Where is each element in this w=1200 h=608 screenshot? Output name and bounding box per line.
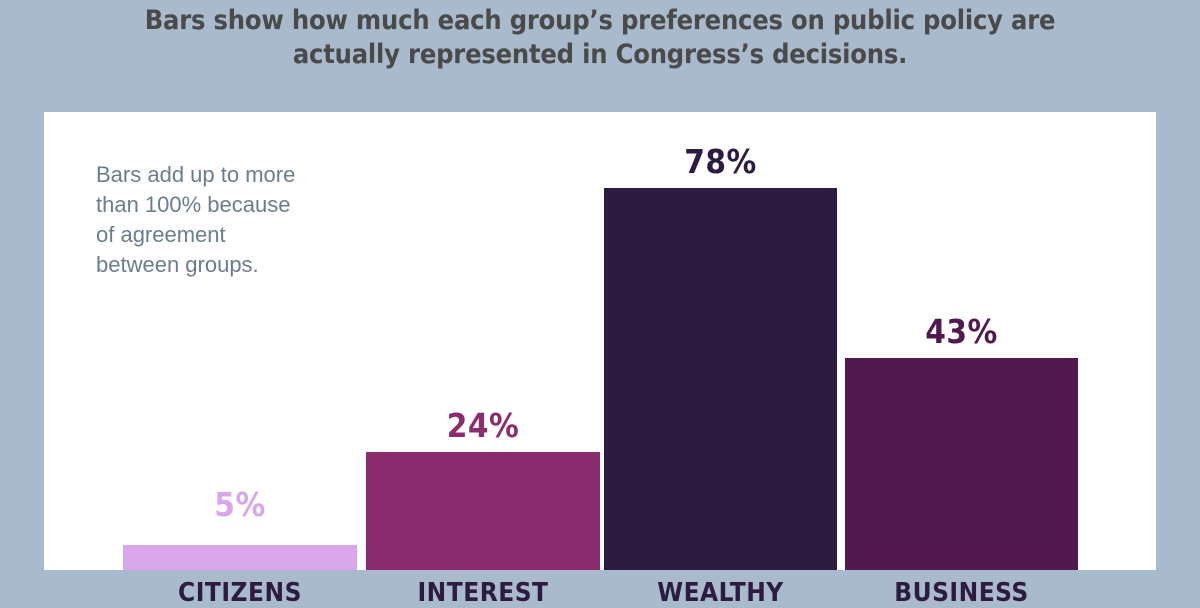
bar-group-business: 43% <box>845 112 1078 570</box>
bar-value-citizens: 5% <box>214 485 266 524</box>
category-label-wealthy: WEALTHY <box>657 578 784 608</box>
category-axis: CITIZENS INTEREST WEALTHY BUSINESS <box>44 570 1156 608</box>
bar-rect-wealthy[interactable] <box>604 188 837 570</box>
chart-annotation-note: Bars add up to more than 100% because of… <box>96 162 296 277</box>
bar-rect-business[interactable] <box>845 358 1078 570</box>
bar-group-citizens: 5% <box>123 112 357 570</box>
category-label-business: BUSINESS <box>894 578 1029 608</box>
bar-rect-citizens[interactable] <box>123 545 357 570</box>
bar-value-business: 43% <box>925 312 998 351</box>
bars-layer: 5% 24% 78% 43% <box>44 112 1156 570</box>
bar-group-interest: 24% <box>366 112 600 570</box>
category-label-citizens: CITIZENS <box>178 578 302 608</box>
bar-value-wealthy: 78% <box>684 142 757 181</box>
chart-plot-panel: Bars add up to more than 100% because of… <box>44 112 1156 570</box>
category-label-interest: INTEREST <box>417 578 549 608</box>
bar-group-wealthy: 78% <box>604 112 837 570</box>
bar-rect-interest[interactable] <box>366 452 600 570</box>
bar-value-interest: 24% <box>446 406 520 445</box>
chart-title: Bars show how much each group’s preferen… <box>144 5 1056 70</box>
